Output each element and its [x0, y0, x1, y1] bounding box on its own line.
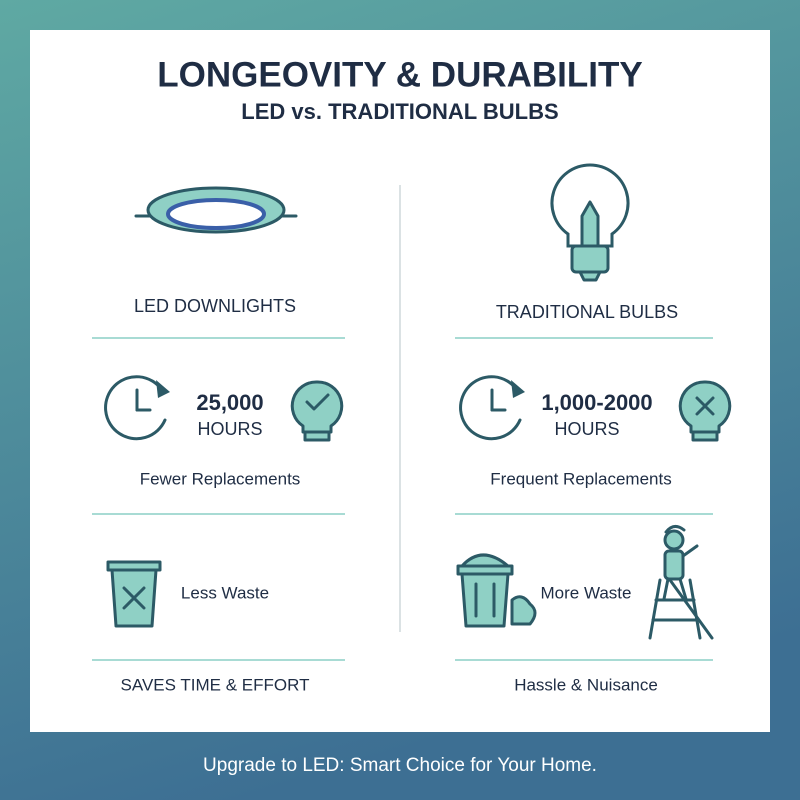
- replacements-text: Fewer Replacements: [140, 469, 301, 488]
- hours-value: 1,000-2000: [541, 390, 652, 415]
- ladder-person-icon: [648, 525, 714, 640]
- footer: Upgrade to LED: Smart Choice for Your Ho…: [203, 755, 597, 776]
- effort-text: Hassle & Nuisance: [514, 675, 658, 694]
- column-heading: LED DOWNLIGHTS: [134, 296, 296, 316]
- bulb-icon: [550, 163, 630, 282]
- hours-value: 25,000: [196, 390, 263, 415]
- waste-text: More Waste: [540, 583, 631, 602]
- column-heading: TRADITIONAL BULBS: [496, 302, 678, 322]
- effort-text: SAVES TIME & EFFORT: [121, 675, 310, 694]
- hours-unit: HOURS: [554, 419, 619, 439]
- trash-icon: [106, 560, 162, 628]
- clock-icon: [104, 375, 170, 441]
- replacements-text: Frequent Replacements: [490, 469, 671, 488]
- clock-icon: [459, 375, 525, 441]
- led-downlight-icon: [134, 186, 298, 234]
- title: LONGEOVITY & DURABILITY: [157, 55, 643, 94]
- bulb-check-icon: [290, 380, 344, 442]
- trash-overflow-icon: [456, 553, 537, 628]
- waste-text: Less Waste: [181, 583, 269, 602]
- bulb-x-icon: [678, 380, 732, 442]
- hours-unit: HOURS: [197, 419, 262, 439]
- subtitle: LED vs. TRADITIONAL BULBS: [241, 99, 558, 124]
